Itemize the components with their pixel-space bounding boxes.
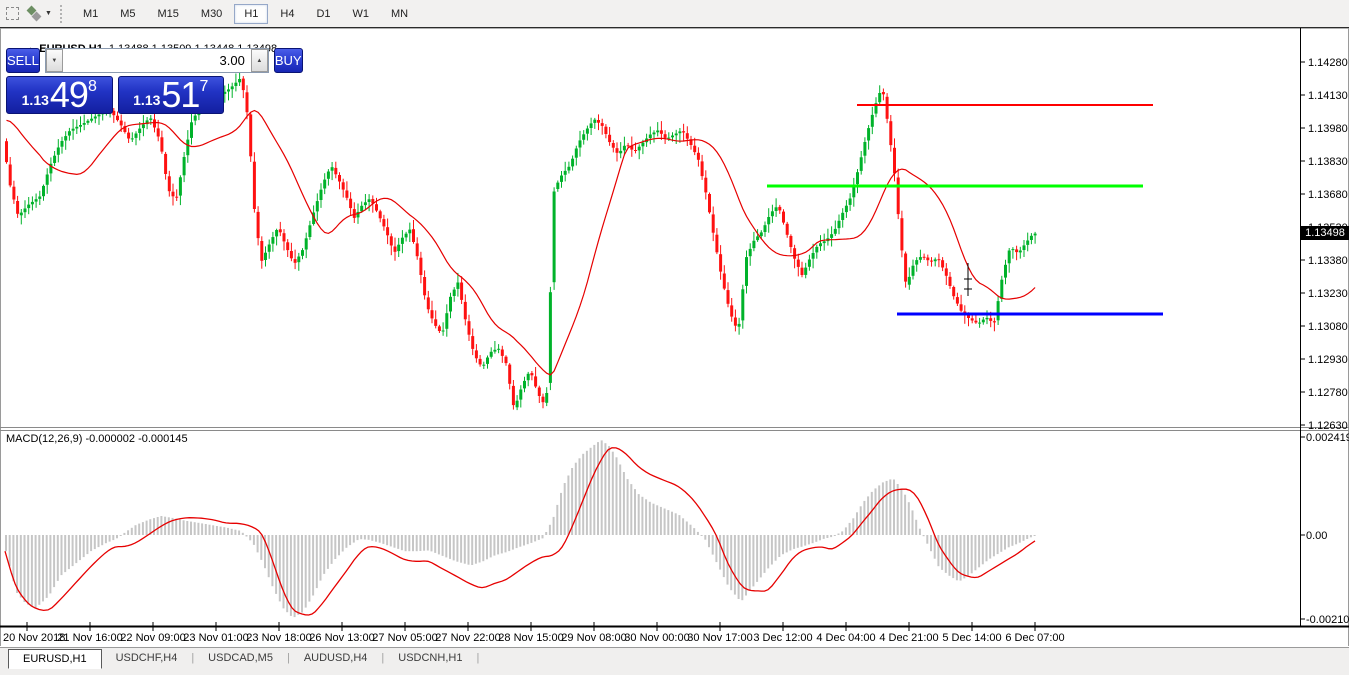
time-axis-label: 30 Nov 00:00 [624,632,689,644]
crosshair-mark [964,263,972,296]
timeframes-toolbar: ▼ M1 M5 M15 M30 H1 H4 D1 W1 MN [0,0,1349,28]
time-axis-label: 22 Nov 09:00 [120,632,185,644]
time-axis-label: 23 Nov 01:00 [183,632,248,644]
chart-shift-icon[interactable] [2,4,22,24]
price-axis-label: 1.14280 [1308,57,1348,69]
tab-separator: | [476,652,480,664]
down-arrow-icon: ▼ [51,57,58,64]
chart-tab-usdchf-h4[interactable]: USDCHF,H4 [115,652,178,664]
chart-tabs-bar: EURUSD,H1 USDCHF,H4 | USDCAD,M5 | AUDUSD,H4 | U… [0,647,1349,675]
price-axis-label: 1.12930 [1308,354,1348,366]
price-axis-label: 1.13680 [1308,189,1348,201]
timeframe-button-d1[interactable]: D1 [316,7,331,20]
timeframe-button-h4[interactable]: H4 [280,7,295,20]
chart-window: 1.142801.141301.139801.138301.136801.135… [0,27,1349,647]
time-axis-label: 23 Nov 18:00 [246,632,311,644]
chart-canvas[interactable]: 1.142801.141301.139801.138301.136801.135… [0,27,1349,647]
price-axis-label: 1.12780 [1308,387,1348,399]
chart-tab-usdcnh-h1[interactable]: USDCNH,H1 [398,652,463,664]
time-axis-label: 30 Nov 17:00 [687,632,752,644]
sell-button[interactable]: SELL [6,48,40,73]
price-axis-label: 1.13230 [1308,288,1348,300]
time-axis-label: 27 Nov 22:00 [435,632,500,644]
price-axis-label: 1.13080 [1308,321,1348,333]
macd-axis-label: 0.002419 [1306,432,1349,444]
timeframe-button-mn[interactable]: MN [391,7,409,20]
macd-axis-label: -0.002108 [1306,614,1349,626]
time-axis-label: 26 Nov 13:00 [309,632,374,644]
time-axis-label: 3 Dec 12:00 [753,632,812,644]
timeframe-button-w1[interactable]: W1 [352,7,370,20]
volume-input[interactable] [62,49,251,72]
time-axis-label: 6 Dec 07:00 [1005,632,1064,644]
time-axis-label: 5 Dec 14:00 [942,632,1001,644]
sell-price-display[interactable]: 1.13 49 8 [6,76,113,114]
buy-price-big-digits: 51 [161,74,200,115]
moving-average-line [6,109,1036,376]
time-axis-label: 27 Nov 05:00 [372,632,437,644]
sell-price-prefix: 1.13 [21,92,49,108]
price-axis-label: 1.12630 [1308,420,1348,432]
macd-histogram [5,440,1036,618]
tab-separator: | [286,652,290,664]
timeframe-button-m30[interactable]: M30 [200,7,223,20]
timeframe-button-group: M1 M5 M15 M30 H1 H4 D1 W1 MN [72,3,419,24]
arrange-charts-icon[interactable] [24,4,44,24]
macd-axis-labels: 0.002419 0.00 -0.002108 [1300,432,1349,626]
volume-stepper: ▼ ▲ [44,48,269,73]
tab-separator: | [191,652,195,664]
current-price-tag: 1.13498 [1301,226,1349,240]
buy-price-pip-digit: 7 [199,78,209,95]
toolbar-separator [59,4,66,23]
timeframe-button-h1[interactable]: H1 [234,3,269,24]
sell-price-pip-digit: 8 [87,78,97,95]
timeframe-button-m15[interactable]: M15 [157,7,179,20]
timeframe-button-m5[interactable]: M5 [120,7,136,20]
buy-button[interactable]: BUY [273,48,303,73]
price-axis-label: 1.14130 [1308,90,1348,102]
time-axis-label: 29 Nov 08:00 [561,632,626,644]
time-axis-label: 4 Dec 04:00 [816,632,875,644]
time-axis-label: 28 Nov 15:00 [498,632,563,644]
sell-price-big-digits: 49 [49,74,89,115]
price-axis-label: 1.13830 [1308,156,1348,168]
macd-signal-line [4,447,1036,616]
volume-decrease-button[interactable]: ▼ [45,49,63,72]
macd-indicator-label: MACD(12,26,9) -0.000002 -0.000145 [6,433,188,445]
buy-price-display[interactable]: 1.13 51 7 [117,74,224,115]
macd-axis-label: 0.00 [1306,530,1327,542]
tab-separator: | [381,652,385,664]
chart-objects[interactable] [767,104,1163,316]
chart-tab-eurusd-h1[interactable]: EURUSD,H1 [8,649,102,669]
dropdown-caret-icon[interactable]: ▼ [45,10,52,17]
chart-tab-usdcad-m5[interactable]: USDCAD,M5 [208,652,273,664]
up-arrow-icon: ▲ [256,57,263,64]
time-axis-label: 20 Nov 2018 [3,632,65,644]
price-axis-label: 1.13380 [1308,255,1348,267]
time-axis-label: 21 Nov 16:00 [57,632,122,644]
volume-increase-button[interactable]: ▲ [250,49,268,72]
buy-price-prefix: 1.13 [133,92,161,108]
time-axis-label: 4 Dec 21:00 [879,632,938,644]
chart-tab-audusd-h4[interactable]: AUDUSD,H4 [303,652,368,664]
price-axis-label: 1.13980 [1308,123,1348,135]
timeframe-button-m1[interactable]: M1 [82,7,99,20]
